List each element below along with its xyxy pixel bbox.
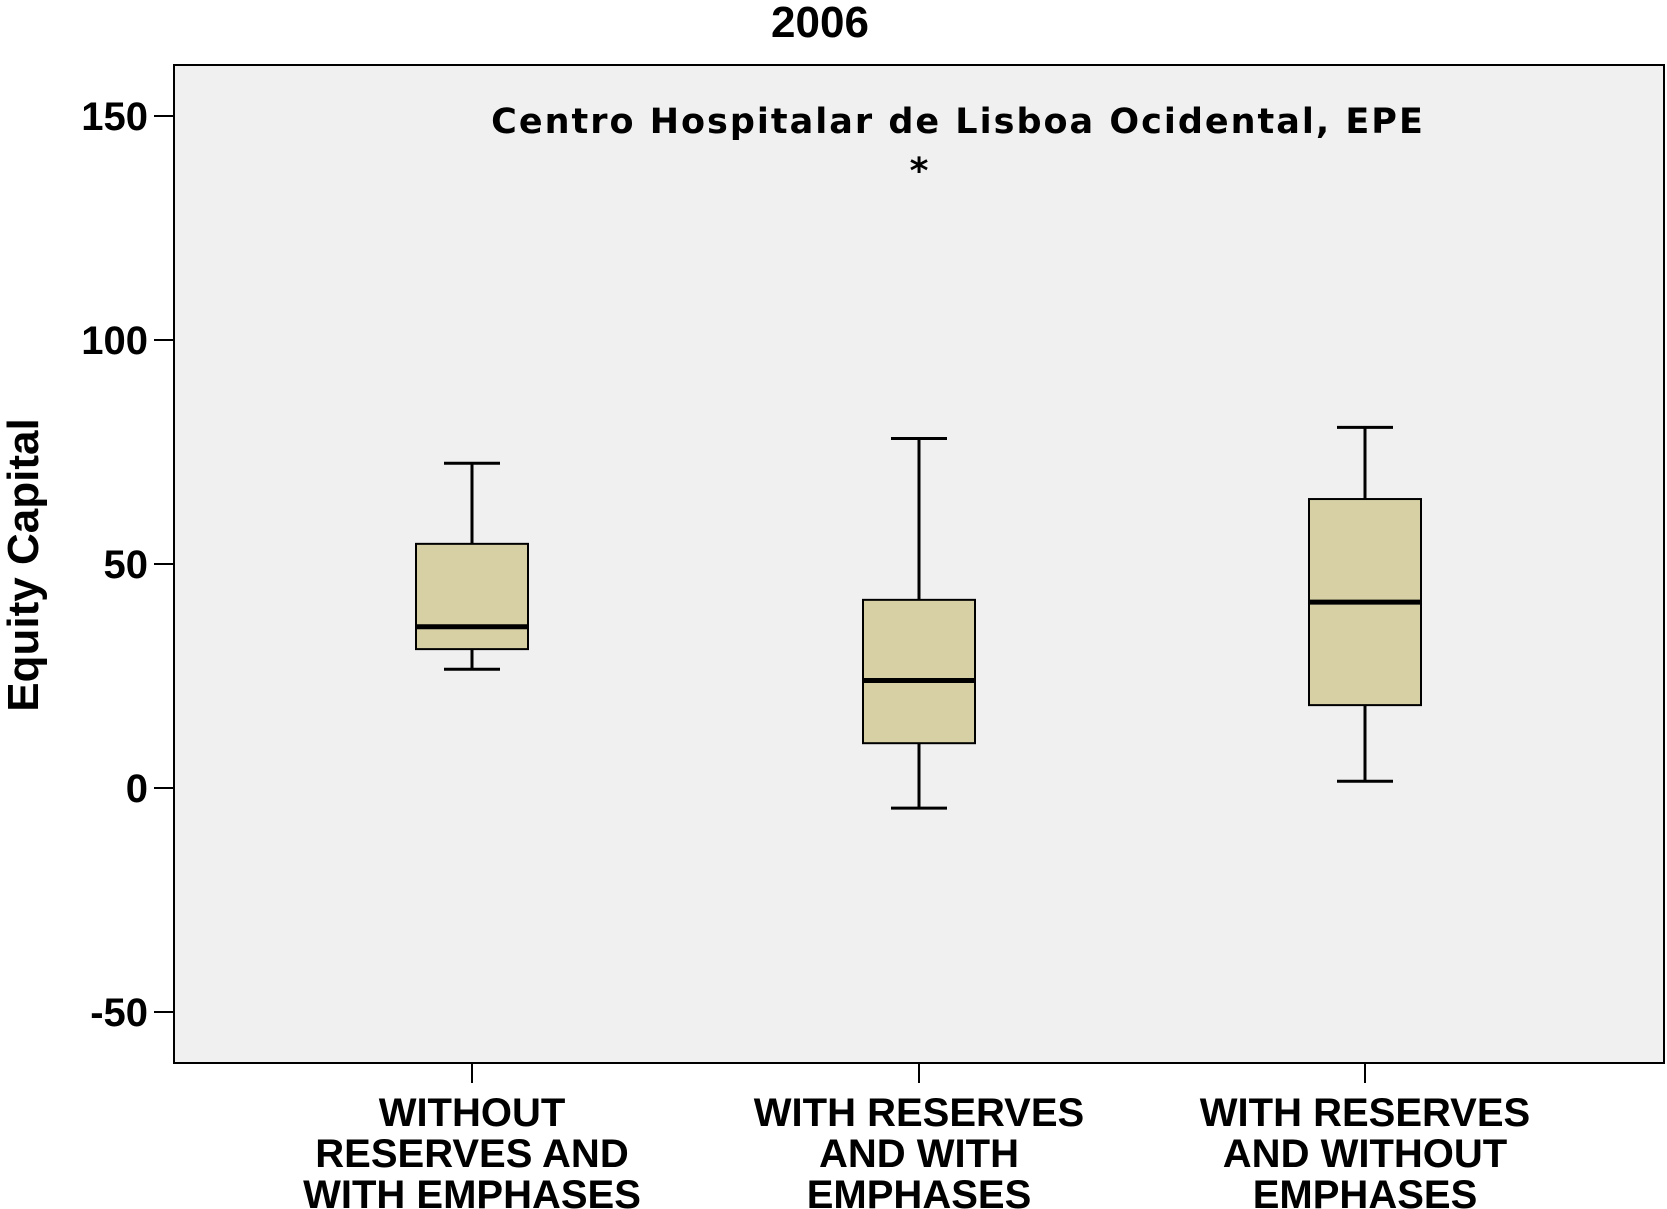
outliers: * Centro Hospitalar de Lisboa Ocidental, … xyxy=(491,102,1425,192)
box-group xyxy=(862,437,976,810)
iqr-box xyxy=(862,598,976,745)
category-label: WITH RESERVES AND WITH EMPHASES xyxy=(754,1091,1084,1209)
y-axis-ticks: -50 0 50 100 150 xyxy=(81,95,174,1035)
boxes xyxy=(415,425,1422,810)
category-label: WITHOUT RESERVES AND WITH EMPHASES xyxy=(303,1091,641,1209)
category-label: WITH RESERVES AND WITHOUT EMPHASES xyxy=(1200,1091,1530,1209)
y-tick-label: 150 xyxy=(81,95,148,139)
y-tick-label: -50 xyxy=(90,991,148,1035)
category-label-line: RESERVES AND xyxy=(315,1132,628,1176)
box-group xyxy=(1308,425,1422,783)
x-axis-ticks: WITHOUT RESERVES AND WITH EMPHASES WITH RES… xyxy=(303,1063,1530,1209)
chart-title: 2006 xyxy=(771,0,869,47)
outlier-label: Centro Hospitalar de Lisboa Ocidental, E… xyxy=(491,102,1425,142)
category-label-line: EMPHASES xyxy=(807,1173,1032,1209)
y-tick-label: 50 xyxy=(104,543,149,587)
category-label-line: AND WITHOUT xyxy=(1223,1132,1507,1176)
category-label-line: EMPHASES xyxy=(1253,1173,1478,1209)
box-group xyxy=(415,461,529,671)
category-label-line: WITHOUT xyxy=(379,1091,566,1135)
iqr-box xyxy=(415,542,529,651)
outlier-marker: * xyxy=(910,151,929,192)
category-label-line: WITH EMPHASES xyxy=(303,1173,641,1209)
y-tick-label: 0 xyxy=(126,767,148,811)
y-axis-label: Equity Capital xyxy=(0,418,48,711)
category-label-line: WITH RESERVES xyxy=(754,1091,1084,1135)
y-tick-label: 100 xyxy=(81,319,148,363)
category-label-line: AND WITH xyxy=(819,1132,1019,1176)
category-label-line: WITH RESERVES xyxy=(1200,1091,1530,1135)
